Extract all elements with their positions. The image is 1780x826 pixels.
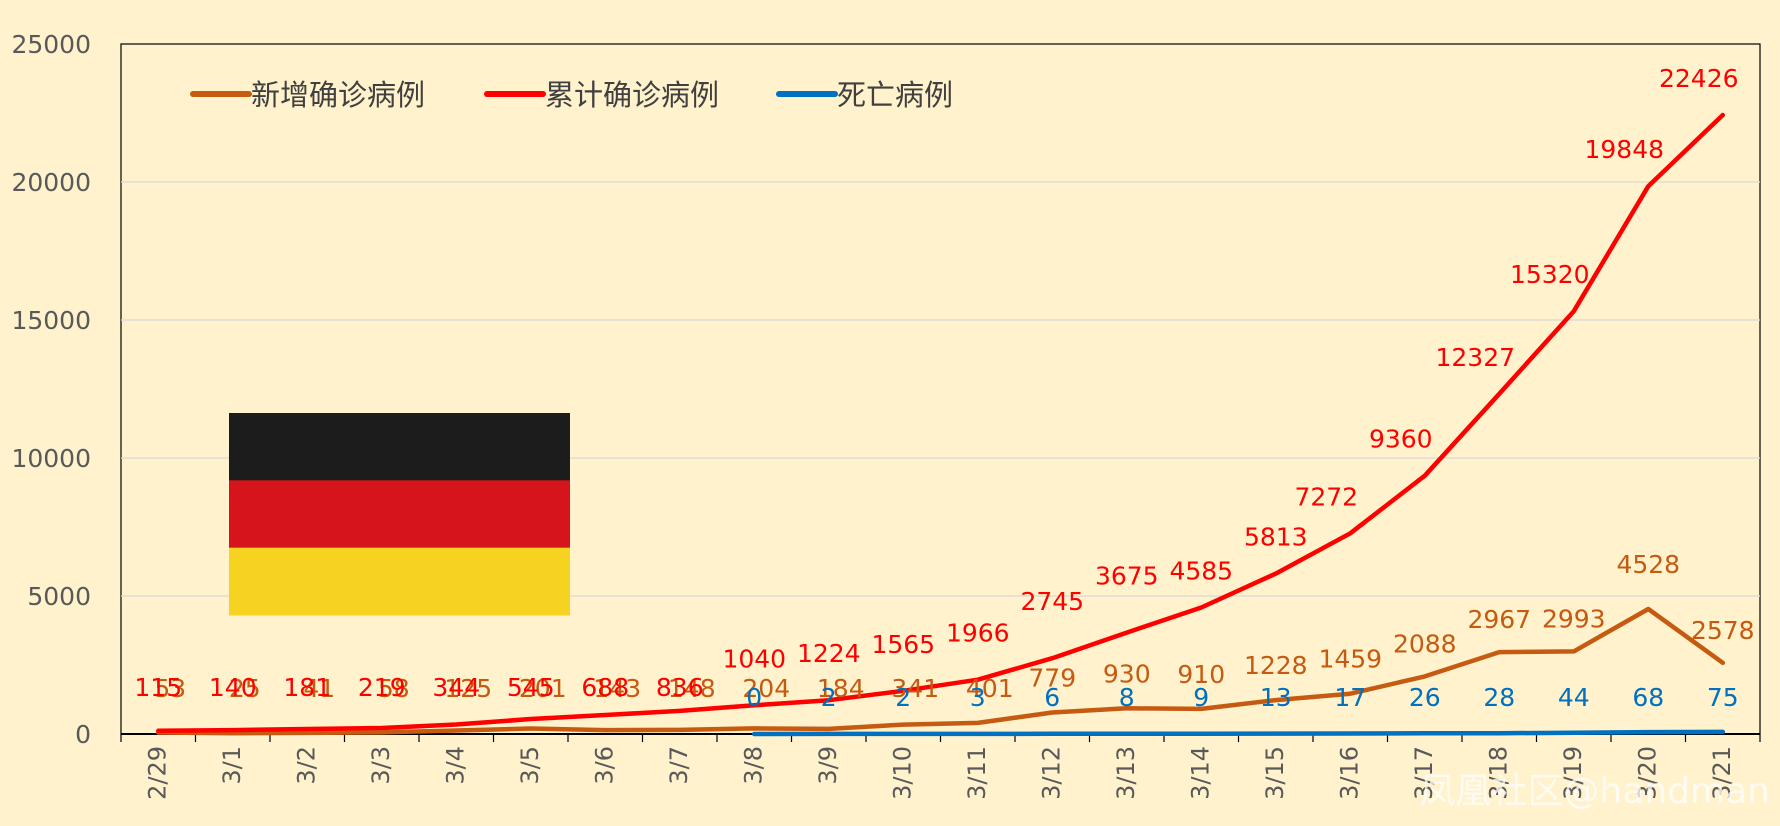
series-line bbox=[156, 112, 1726, 734]
data-label: 1228 bbox=[1244, 651, 1308, 680]
data-label: 401 bbox=[966, 674, 1014, 703]
data-label: 8 bbox=[1119, 683, 1135, 712]
data-label: 0 bbox=[746, 683, 762, 712]
data-label: 2993 bbox=[1542, 604, 1606, 633]
germany-flag-stripe bbox=[229, 413, 570, 481]
x-tick-label: 3/12 bbox=[1037, 746, 1065, 800]
data-label: 2088 bbox=[1393, 629, 1457, 658]
x-tick-label: 3/4 bbox=[441, 746, 469, 785]
data-label: 204 bbox=[742, 674, 790, 703]
x-tick-label: 3/17 bbox=[1410, 746, 1438, 800]
x-tick-label: 3/21 bbox=[1708, 746, 1736, 800]
data-label: 2 bbox=[895, 683, 911, 712]
data-label: 125 bbox=[444, 674, 492, 703]
watermark-text: 凤凰社区@handman bbox=[1420, 771, 1771, 812]
data-label: 184 bbox=[817, 674, 865, 703]
data-label: 3675 bbox=[1095, 562, 1159, 591]
x-tick-label: 3/16 bbox=[1335, 746, 1363, 800]
data-label: 1040 bbox=[722, 644, 786, 673]
data-label: 26 bbox=[1409, 683, 1441, 712]
series-line bbox=[752, 729, 1726, 737]
x-tick-label: 3/13 bbox=[1112, 746, 1140, 800]
series-line bbox=[156, 606, 1726, 736]
data-label: 836 bbox=[656, 673, 704, 702]
data-label: 75 bbox=[1707, 683, 1739, 712]
y-tick-label: 10000 bbox=[11, 444, 91, 473]
legend-label: 新增确诊病例 bbox=[251, 78, 425, 112]
legend-label: 累计确诊病例 bbox=[545, 78, 719, 112]
x-tick-label: 3/19 bbox=[1559, 746, 1587, 800]
data-label: 148 bbox=[668, 674, 716, 703]
x-tick-label: 3/11 bbox=[963, 746, 991, 800]
data-label: 28 bbox=[1483, 683, 1515, 712]
data-label: 688 bbox=[581, 673, 629, 702]
germany-flag-stripe bbox=[229, 547, 570, 616]
x-tick-label: 3/2 bbox=[292, 746, 320, 785]
y-tick-label: 15000 bbox=[11, 306, 91, 335]
data-label: 25 bbox=[229, 674, 261, 703]
data-label: 143 bbox=[593, 674, 641, 703]
data-label: 12327 bbox=[1435, 343, 1515, 372]
x-tick-label: 3/14 bbox=[1186, 746, 1214, 800]
data-label: 2 bbox=[821, 683, 837, 712]
data-label: 1224 bbox=[797, 639, 861, 668]
data-label: 2578 bbox=[1691, 616, 1755, 645]
germany-flag-stripe bbox=[229, 480, 570, 549]
data-label: 3 bbox=[970, 683, 986, 712]
data-label: 9360 bbox=[1369, 425, 1433, 454]
data-label: 68 bbox=[1632, 683, 1664, 712]
data-label: 115 bbox=[134, 673, 182, 702]
data-label: 7272 bbox=[1294, 482, 1358, 511]
data-label: 219 bbox=[358, 673, 406, 702]
data-label: 15320 bbox=[1510, 260, 1590, 289]
data-label: 13 bbox=[1260, 683, 1292, 712]
legend-label: 死亡病例 bbox=[837, 78, 953, 112]
data-label: 545 bbox=[507, 673, 555, 702]
x-tick-label: 3/6 bbox=[590, 746, 618, 785]
x-tick-label: 3/18 bbox=[1484, 746, 1512, 800]
data-label: 181 bbox=[283, 673, 331, 702]
x-tick-label: 3/9 bbox=[814, 746, 842, 785]
data-label: 2967 bbox=[1467, 605, 1531, 634]
x-tick-label: 3/10 bbox=[888, 746, 916, 800]
data-label: 930 bbox=[1103, 659, 1151, 688]
y-tick-label: 25000 bbox=[11, 30, 91, 59]
data-label: 22426 bbox=[1659, 64, 1739, 93]
x-tick-label: 3/8 bbox=[739, 746, 767, 785]
data-label: 5813 bbox=[1244, 523, 1308, 552]
data-label: 341 bbox=[891, 674, 939, 703]
data-label: 9 bbox=[1193, 683, 1209, 712]
y-tick-label: 20000 bbox=[11, 168, 91, 197]
data-label: 44 bbox=[1558, 683, 1590, 712]
data-label: 140 bbox=[209, 673, 257, 702]
x-tick-label: 2/29 bbox=[143, 746, 171, 800]
data-label: 4585 bbox=[1169, 556, 1233, 585]
data-label: 910 bbox=[1177, 660, 1225, 689]
data-label: 779 bbox=[1028, 663, 1076, 692]
data-label: 19848 bbox=[1584, 135, 1664, 164]
data-label: 201 bbox=[519, 674, 567, 703]
data-label: 17 bbox=[1334, 683, 1366, 712]
x-tick-label: 3/20 bbox=[1633, 746, 1661, 800]
data-label: 344 bbox=[432, 673, 480, 702]
x-tick-label: 3/5 bbox=[516, 746, 544, 785]
y-tick-label: 5000 bbox=[27, 582, 91, 611]
data-label: 58 bbox=[378, 674, 410, 703]
data-label: 4528 bbox=[1616, 550, 1680, 579]
y-tick-label: 0 bbox=[75, 720, 91, 749]
data-label: 1459 bbox=[1318, 645, 1382, 674]
x-tick-label: 3/7 bbox=[665, 746, 693, 785]
data-label: 6 bbox=[1044, 683, 1060, 712]
data-label: 1565 bbox=[871, 630, 935, 659]
data-label: 1966 bbox=[946, 619, 1010, 648]
x-tick-label: 3/1 bbox=[218, 746, 246, 785]
x-tick-label: 3/15 bbox=[1261, 746, 1289, 800]
x-tick-label: 3/3 bbox=[367, 746, 395, 785]
data-label: 2745 bbox=[1020, 587, 1084, 616]
data-label: 41 bbox=[303, 674, 335, 703]
data-label: 53 bbox=[154, 674, 186, 703]
